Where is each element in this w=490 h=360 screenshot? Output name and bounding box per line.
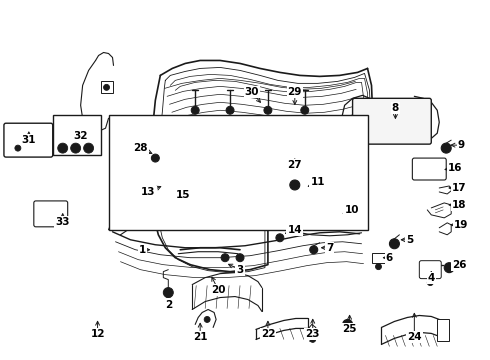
Text: 28: 28: [133, 143, 147, 153]
Text: 27: 27: [288, 160, 302, 170]
Circle shape: [301, 106, 309, 114]
Bar: [371, 253, 386, 263]
Circle shape: [163, 288, 173, 298]
Circle shape: [444, 146, 449, 150]
FancyBboxPatch shape: [353, 98, 431, 144]
Circle shape: [191, 106, 199, 114]
Text: 10: 10: [344, 205, 359, 215]
Text: 19: 19: [454, 220, 468, 230]
Text: 3: 3: [236, 265, 244, 275]
Text: 21: 21: [193, 332, 207, 342]
Circle shape: [71, 143, 81, 153]
Circle shape: [264, 106, 272, 114]
Text: 8: 8: [392, 103, 399, 113]
Circle shape: [58, 143, 68, 153]
Text: 23: 23: [305, 329, 320, 339]
Circle shape: [204, 316, 210, 323]
FancyBboxPatch shape: [413, 158, 446, 180]
Circle shape: [192, 189, 200, 197]
Circle shape: [345, 322, 350, 327]
Circle shape: [84, 143, 94, 153]
Text: 9: 9: [458, 140, 465, 150]
Text: 22: 22: [261, 329, 275, 339]
Bar: [100, 81, 113, 93]
Circle shape: [310, 336, 316, 342]
Circle shape: [427, 280, 433, 285]
Circle shape: [310, 246, 318, 254]
Text: 7: 7: [326, 243, 333, 253]
Text: 5: 5: [406, 235, 413, 245]
Circle shape: [444, 263, 454, 273]
Text: 18: 18: [452, 200, 466, 210]
Bar: [53, 115, 100, 155]
Circle shape: [338, 213, 343, 219]
Text: 26: 26: [452, 260, 466, 270]
Circle shape: [103, 84, 110, 90]
Text: 14: 14: [288, 225, 302, 235]
FancyBboxPatch shape: [4, 123, 53, 157]
Circle shape: [392, 241, 397, 246]
Text: 17: 17: [452, 183, 466, 193]
Text: 20: 20: [211, 284, 225, 294]
Text: 13: 13: [141, 187, 156, 197]
FancyBboxPatch shape: [419, 261, 441, 279]
Bar: [108, 115, 368, 230]
Text: 6: 6: [386, 253, 393, 263]
Text: 24: 24: [407, 332, 422, 342]
Bar: [437, 319, 449, 341]
Circle shape: [86, 146, 91, 150]
Circle shape: [441, 143, 451, 153]
Text: 32: 32: [74, 131, 88, 141]
Text: 29: 29: [288, 87, 302, 97]
Text: 30: 30: [245, 87, 259, 97]
Circle shape: [221, 254, 229, 262]
Text: 31: 31: [22, 135, 36, 145]
Circle shape: [343, 319, 353, 329]
Circle shape: [73, 146, 78, 150]
Bar: [178, 183, 196, 197]
Circle shape: [60, 146, 65, 150]
Circle shape: [236, 254, 244, 262]
Text: 33: 33: [55, 217, 70, 227]
Bar: [334, 208, 347, 220]
Circle shape: [390, 239, 399, 249]
Text: 12: 12: [90, 329, 105, 339]
Circle shape: [15, 145, 21, 151]
Text: 2: 2: [165, 300, 172, 310]
Text: 4: 4: [428, 273, 435, 283]
Circle shape: [226, 106, 234, 114]
Circle shape: [293, 183, 297, 188]
FancyBboxPatch shape: [34, 201, 68, 227]
Text: 11: 11: [311, 177, 325, 187]
Circle shape: [276, 234, 284, 242]
Circle shape: [151, 154, 159, 162]
Circle shape: [375, 264, 382, 270]
Text: 1: 1: [139, 245, 146, 255]
Text: 16: 16: [448, 163, 463, 173]
Text: 15: 15: [176, 190, 191, 200]
Circle shape: [290, 180, 300, 190]
Text: 25: 25: [343, 324, 357, 334]
